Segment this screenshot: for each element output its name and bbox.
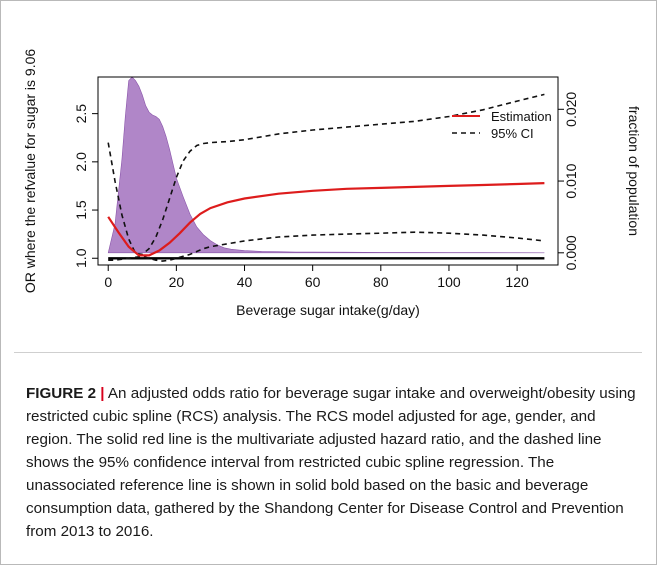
y2-tick-label: 0.020 [563, 92, 579, 127]
figure-caption: FIGURE 2 | An adjusted odds ratio for be… [26, 382, 638, 543]
caption-label: FIGURE 2 [26, 385, 97, 402]
y2-axis-title: fraction of population [626, 106, 642, 236]
x-tick-label: 120 [505, 274, 529, 290]
x-tick-label: 100 [437, 274, 461, 290]
population-density-area [107, 76, 545, 254]
legend-label-estimation: Estimation [491, 109, 552, 124]
x-tick-label: 0 [104, 274, 112, 290]
x-tick-label: 80 [373, 274, 389, 290]
x-axis-title: Beverage sugar intake(g/day) [236, 302, 420, 318]
y-tick-label: 1.0 [73, 248, 89, 268]
series-lines-layer [107, 93, 545, 262]
legend: Estimation 95% CI [452, 109, 552, 141]
density-area-layer [107, 76, 545, 254]
caption-text: An adjusted odds ratio for beverage suga… [26, 385, 636, 540]
ci-upper-line [107, 93, 545, 256]
y2-axis: 0.000 0.010 0.020 [557, 92, 579, 270]
divider [14, 352, 642, 353]
y-tick-label: 2.0 [73, 152, 89, 172]
caption-separator: | [100, 385, 105, 402]
y-tick-label: 1.5 [73, 200, 89, 220]
ci-lower-line [108, 231, 545, 262]
legend-label-ci: 95% CI [491, 126, 534, 141]
y2-tick-label: 0.010 [563, 163, 579, 198]
y-axis: 1.0 1.5 2.0 2.5 [73, 104, 99, 268]
x-axis: 0 20 40 60 80 100 120 [104, 264, 529, 290]
y-tick-label: 2.5 [73, 104, 89, 124]
x-tick-label: 20 [169, 274, 185, 290]
x-tick-label: 40 [237, 274, 253, 290]
chart: 0 20 40 60 80 100 120 1.01.52.02.5 0.0000.0100… [22, 49, 642, 318]
y-axis-title: OR where the refvalue for sugar is 9.06 [22, 49, 38, 294]
estimation-line [107, 182, 545, 257]
y2-tick-label: 0.000 [563, 235, 579, 270]
x-tick-label: 60 [305, 274, 321, 290]
